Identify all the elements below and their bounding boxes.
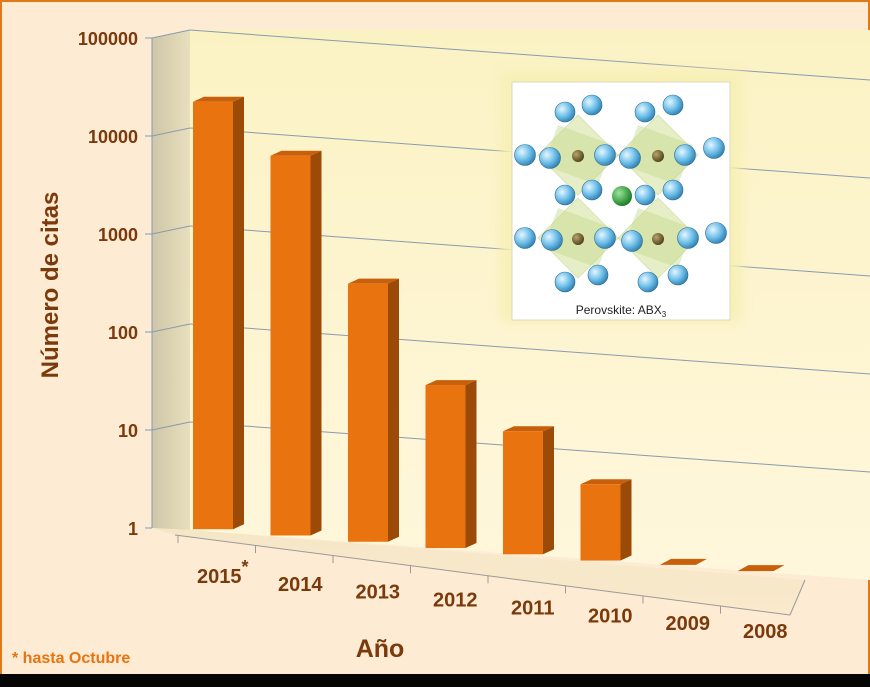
bar [348,278,399,542]
x-tick-label: 2015* [197,557,249,588]
y-tick-label: 100000 [78,29,138,49]
x-tick-label: 2010 [588,605,633,627]
x-tick-labels: 2015* 2014 2013 2012 2011 2010 2009 2008 [177,535,788,643]
bar [580,479,632,561]
bar [660,558,707,565]
bar [503,426,554,555]
perovskite-structure-image [514,94,727,293]
x-tick-label: 2012 [433,590,478,612]
y-tick-label: 10 [118,421,138,441]
footnote: * hasta Octubre [12,650,130,667]
y-tick-label: 1 [128,519,138,539]
bar [737,565,785,572]
gridline-side [151,225,191,235]
y-tick-label: 10000 [88,127,138,147]
x-axis [174,534,791,616]
x-tick-label: 2011 [511,597,554,619]
x-tick-label: 2014 [278,574,323,596]
y-axis-label: Número de citas [37,192,64,379]
gridline [189,29,870,81]
x-tick-label: 2008 [743,621,788,643]
gridline-side [151,421,191,431]
gridline-side [151,29,191,39]
floor [152,528,805,615]
bars [193,96,785,572]
x-axis-label: Año [356,635,405,663]
y-tick-label: 1000 [98,225,138,245]
bar [193,96,244,530]
x-tick-label: 2013 [356,582,401,604]
side-wall [152,30,190,530]
y-tick-labels: 1 10 100 1000 10000 100000 [78,29,152,539]
bar [425,380,477,549]
inset-caption: Perovskite: ABX3 [576,303,667,319]
gridline-side [151,127,191,137]
y-tick-label: 100 [108,323,138,343]
bottom-border [0,674,870,687]
x-tick-label: 2009 [666,613,711,635]
gridline-side [151,323,191,333]
perovskite-inset: Perovskite: ABX3 [500,70,742,322]
bar [270,150,322,536]
floor-edge [789,579,806,616]
